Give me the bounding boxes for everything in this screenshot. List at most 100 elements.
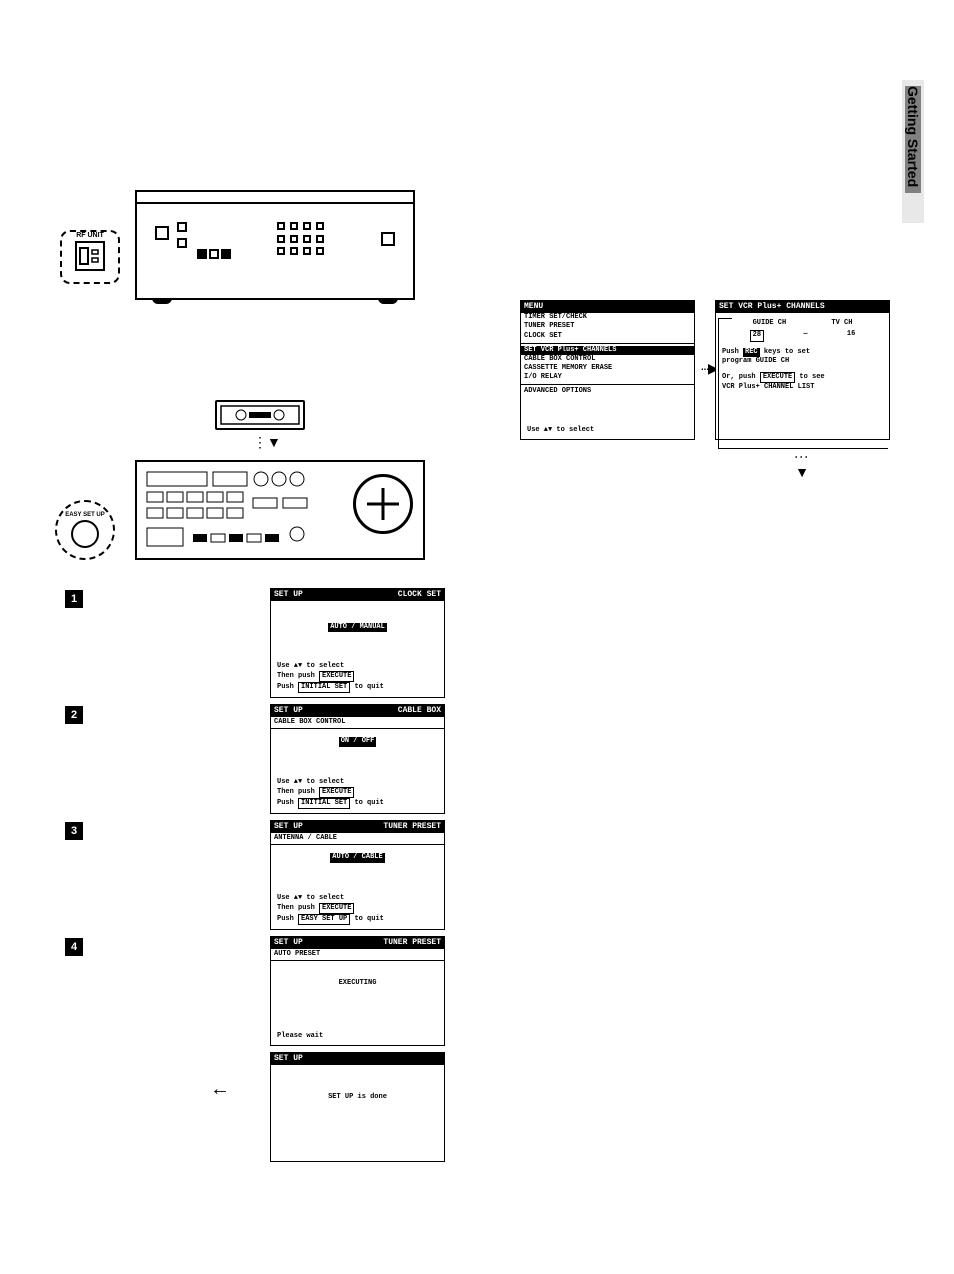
jack — [316, 235, 324, 243]
osd-body: ON / OFF — [271, 729, 444, 750]
jog-cross — [356, 477, 410, 531]
jack — [177, 222, 187, 232]
osd-foot-btn: EXECUTE — [319, 671, 354, 682]
pointer-line — [718, 318, 732, 319]
osd-text: to see — [799, 373, 824, 381]
osd-clock-set: SET UP CLOCK SET AUTO / MANUAL Use ▲▼ to… — [270, 588, 445, 698]
deck-illustration: ⋮▼ — [55, 400, 425, 570]
menu-item: TUNER PRESET — [521, 322, 694, 331]
vcr-feet — [137, 298, 413, 304]
jack — [277, 222, 285, 230]
osd-menu-list: TIMER SET/CHECKTUNER PRESETCLOCK SET SET … — [521, 313, 694, 396]
step-num: 3 — [71, 825, 77, 837]
osd-body: AUTO / CABLE — [271, 845, 444, 866]
rfunit-label: RF UNIT — [76, 232, 104, 239]
step-num: 1 — [71, 593, 77, 605]
osd-foot-text: Then push — [277, 904, 315, 912]
jack — [221, 249, 231, 259]
osd-foot-line: Use ▲▼ to select — [527, 426, 688, 435]
osd-foot-text: to quit — [354, 915, 383, 923]
osd-foot-btn: EASY SET UP — [298, 914, 350, 925]
easysetup-label: EASY SET UP — [65, 512, 105, 518]
osd-subhead: ANTENNA / CABLE — [271, 833, 444, 845]
osd-footer: Use ▲▼ to select Then push EXECUTE Push … — [277, 894, 438, 925]
osd-title-right: TUNER PRESET — [383, 938, 441, 948]
menu-item: SET VCR Plus+ CHANNELS — [521, 346, 694, 355]
osd-option: ON / OFF — [339, 737, 377, 746]
easysetup-callout: EASY SET UP — [55, 500, 115, 560]
section-tab-label: Getting Started — [905, 86, 921, 193]
jack — [303, 235, 311, 243]
step-badge-3: 3 — [65, 822, 83, 840]
osd-subhead: CABLE BOX CONTROL — [271, 717, 444, 729]
jack — [155, 226, 169, 240]
osd-title-right: CLOCK SET — [398, 590, 441, 600]
osd-title-right: CABLE BOX — [398, 706, 441, 716]
osd-text: VCR Plus+ CHANNEL LIST — [722, 383, 883, 392]
osd-body: EXECUTING — [271, 961, 444, 992]
menu-item: ADVANCED OPTIONS — [521, 387, 694, 396]
vcr-rear-panel — [137, 204, 413, 284]
foot — [152, 298, 172, 304]
pointer-line — [718, 448, 888, 449]
menu-item: CABLE BOX CONTROL — [521, 355, 694, 364]
jack — [209, 249, 219, 259]
osd-btn: EXECUTE — [760, 372, 795, 383]
jack — [290, 235, 298, 243]
rfunit-callout: RF UNIT — [60, 230, 120, 284]
osd-titlebar: SET VCR Plus+ CHANNELS — [716, 301, 889, 313]
osd-foot-text: Then push — [277, 788, 315, 796]
osd-foot-line: Use ▲▼ to select — [277, 894, 438, 903]
osd-title-right: TUNER PRESET — [383, 822, 441, 832]
osd-option: AUTO / CABLE — [330, 853, 384, 862]
osd-titlebar: MENU — [521, 301, 694, 313]
jack — [303, 222, 311, 230]
menu-item: CLOCK SET — [521, 332, 694, 341]
osd-title-left: SET UP — [274, 822, 303, 832]
step-badge-2: 2 — [65, 706, 83, 724]
arrow-left-icon: ← — [210, 1078, 230, 1101]
step-num: 2 — [71, 709, 77, 721]
jack — [290, 247, 298, 255]
vcr-rear-illustration: RF UNIT — [60, 190, 420, 310]
step-badge-1: 1 — [65, 590, 83, 608]
osd-foot-btn: INITIAL SET — [298, 798, 350, 809]
osd-cable-box: SET UP CABLE BOX CABLE BOX CONTROL ON / … — [270, 704, 445, 814]
rfunit-icon — [75, 241, 105, 271]
osd-title-left: SET UP — [274, 590, 303, 600]
col-value: 16 — [847, 330, 855, 341]
osd-foot-btn: INITIAL SET — [298, 682, 350, 693]
osd-wait: Please wait — [277, 1032, 438, 1041]
osd-titlebar: SET UP — [271, 1053, 444, 1065]
vcr-body — [135, 190, 415, 300]
osd-text: Or, push — [722, 373, 756, 381]
osd-subhead: AUTO PRESET — [271, 949, 444, 961]
osd-btn: REC — [743, 348, 760, 357]
osd-foot-text: Push — [277, 683, 294, 691]
osd-foot-line: Use ▲▼ to select — [277, 778, 438, 787]
jack — [316, 247, 324, 255]
osd-status: EXECUTING — [277, 979, 438, 988]
osd-body: GUIDE CH TV CH 28 — 16 Push REC keys to … — [716, 313, 889, 396]
osd-foot-text: Push — [277, 799, 294, 807]
menu-divider — [521, 343, 694, 344]
easysetup-knob-icon — [71, 520, 99, 548]
menu-item: I/O RELAY — [521, 373, 694, 382]
osd-footer: Please wait — [277, 1032, 438, 1041]
jack — [303, 247, 311, 255]
osd-text: Push — [722, 348, 739, 356]
jack — [177, 238, 187, 248]
jack-grid — [277, 222, 327, 258]
osd-titlebar: SET UP TUNER PRESET — [271, 937, 444, 949]
section-tab: Getting Started — [902, 80, 924, 223]
osd-foot-text: Then push — [277, 672, 315, 680]
jack — [381, 232, 395, 246]
col-value: 28 — [750, 330, 764, 341]
jack — [316, 222, 324, 230]
osd-foot-text: to quit — [354, 799, 383, 807]
col-header: GUIDE CH — [753, 319, 787, 328]
menu-item: TIMER SET/CHECK — [521, 313, 694, 322]
button-cluster — [143, 468, 343, 556]
arrow-down-icon: ⋮▼ — [253, 434, 281, 451]
osd-titlebar: SET UP CABLE BOX — [271, 705, 444, 717]
